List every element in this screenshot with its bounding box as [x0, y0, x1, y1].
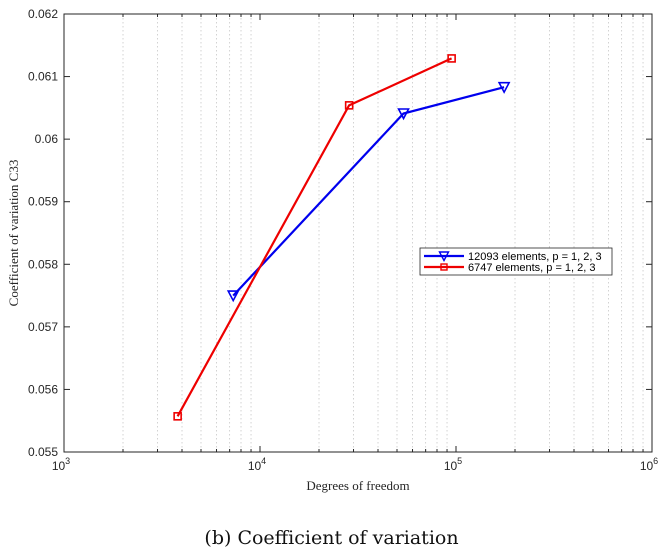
y-tick-label: 0.057 [28, 320, 58, 334]
chart: 103 104 105 106 0.055 0.056 0.057 0.058 0.059 0.0… [6, 7, 658, 493]
data-point [344, 101, 354, 110]
x-tick-label: 103 [52, 456, 70, 473]
legend-label: 12093 elements, p = 1, 2, 3 [468, 251, 602, 263]
y-tick-label: 0.059 [28, 195, 58, 209]
data-point [497, 81, 511, 94]
figure-caption: (b) Coefficient of variation [204, 527, 459, 549]
y-tick-label: 0.055 [28, 445, 58, 459]
y-tick-label: 0.062 [28, 7, 58, 21]
x-tick-label: 106 [640, 456, 658, 473]
legend-box [419, 247, 613, 276]
grid-lines [122, 14, 644, 452]
series-line-1 [232, 86, 505, 297]
plot-area-frame [63, 13, 653, 453]
y-tick-label: 0.061 [28, 70, 58, 84]
legend-marker [440, 263, 448, 271]
y-tick-label: 0.06 [35, 132, 59, 146]
legend-marker [438, 251, 450, 262]
axis-ticks: 103 104 105 106 0.055 0.056 0.057 0.058 0.059 0.0… [28, 7, 658, 473]
data-point [173, 412, 182, 421]
data-point [226, 290, 240, 303]
y-tick-label: 0.058 [28, 257, 58, 271]
y-tick-label: 0.056 [28, 382, 58, 396]
legend-label: 6747 elements, p = 1, 2, 3 [468, 262, 596, 274]
data-point [447, 54, 456, 63]
y-axis-label: Coefficient of variation C33 [6, 160, 21, 307]
data-point [397, 108, 410, 121]
x-tick-label: 105 [444, 456, 462, 473]
x-axis-label: Degrees of freedom [306, 478, 409, 493]
series-line-2 [176, 57, 453, 417]
series-layer [173, 54, 511, 421]
x-tick-label: 104 [248, 456, 266, 473]
